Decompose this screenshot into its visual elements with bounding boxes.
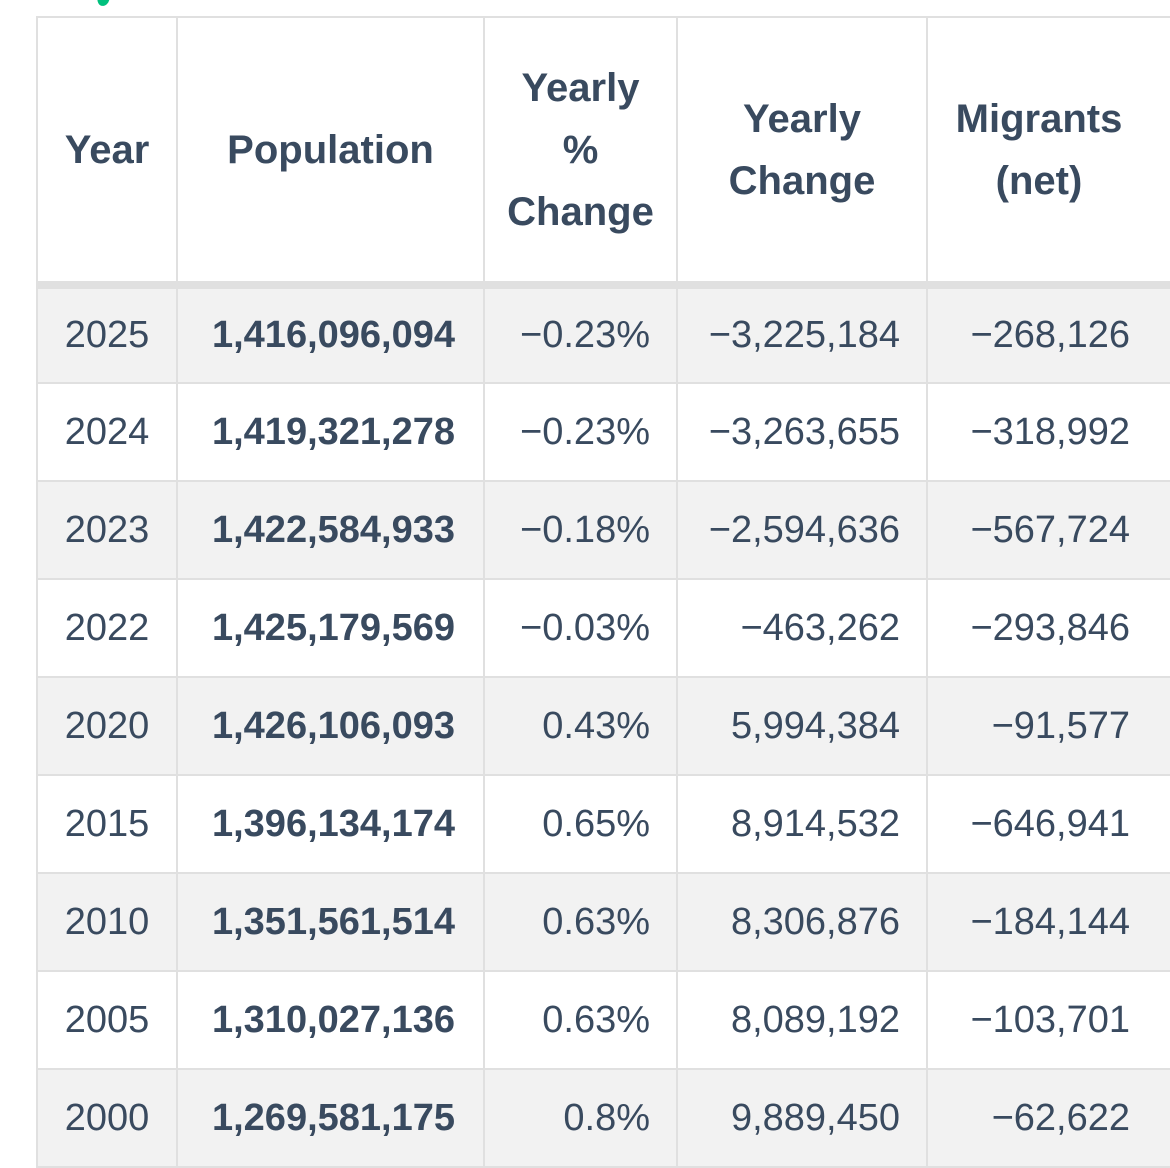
cell-year: 2022	[36, 578, 178, 678]
column-header-pct: Yearly % Change	[483, 16, 678, 289]
column-header-population: Population	[176, 16, 485, 289]
cell-migrants: −268,126	[926, 284, 1170, 384]
table-body: 2025 1,416,096,094 −0.23% −3,225,184 −268,12…	[36, 284, 1170, 1168]
cell-pct: 0.63%	[483, 872, 678, 972]
cell-pct: 0.8%	[483, 1068, 678, 1168]
table-row: 2020 1,426,106,093 0.43% 5,994,384 −91,577	[36, 676, 1170, 776]
cell-migrants: −91,577	[926, 676, 1170, 776]
cell-change: 8,089,192	[676, 970, 928, 1070]
cell-year: 2010	[36, 872, 178, 972]
cell-population: 1,426,106,093	[176, 676, 485, 776]
cell-migrants: −62,622	[926, 1068, 1170, 1168]
column-header-label: Year	[64, 127, 150, 172]
cell-population: 1,351,561,514	[176, 872, 485, 972]
column-header-label: Yearly Change	[728, 96, 876, 203]
cell-population: 1,416,096,094	[176, 284, 485, 384]
cell-migrants: −103,701	[926, 970, 1170, 1070]
cell-change: 5,994,384	[676, 676, 928, 776]
cell-population: 1,396,134,174	[176, 774, 485, 874]
cell-change: 8,306,876	[676, 872, 928, 972]
cell-year: 2000	[36, 1068, 178, 1168]
table-row: 2022 1,425,179,569 −0.03% −463,262 −293,846	[36, 578, 1170, 678]
table-header: Year Population Yearly % Change Yearly Chan…	[36, 16, 1170, 289]
cell-migrants: −318,992	[926, 382, 1170, 482]
cell-pct: −0.03%	[483, 578, 678, 678]
table-row: 2015 1,396,134,174 0.65% 8,914,532 −646,941	[36, 774, 1170, 874]
cell-year: 2023	[36, 480, 178, 580]
cell-year: 2005	[36, 970, 178, 1070]
cell-year: 2020	[36, 676, 178, 776]
column-header-change: Yearly Change	[676, 16, 928, 289]
cell-pct: 0.65%	[483, 774, 678, 874]
cell-migrants: −646,941	[926, 774, 1170, 874]
cell-change: 8,914,532	[676, 774, 928, 874]
cell-population: 1,269,581,175	[176, 1068, 485, 1168]
table-row: 2010 1,351,561,514 0.63% 8,306,876 −184,144	[36, 872, 1170, 972]
cell-population: 1,419,321,278	[176, 382, 485, 482]
column-header-year: Year	[36, 16, 178, 289]
cell-population: 1,425,179,569	[176, 578, 485, 678]
cell-migrants: −567,724	[926, 480, 1170, 580]
cell-pct: 0.43%	[483, 676, 678, 776]
cell-migrants: −184,144	[926, 872, 1170, 972]
column-header-label: Population	[227, 127, 434, 172]
cell-pct: −0.23%	[483, 382, 678, 482]
population-by-year-table: Year Population Yearly % Change Yearly Chan…	[36, 16, 1170, 1168]
column-header-migrants: Migrants (net)	[926, 16, 1170, 289]
cell-population: 1,422,584,933	[176, 480, 485, 580]
table-row: 2025 1,416,096,094 −0.23% −3,225,184 −268,12…	[36, 284, 1170, 384]
cell-migrants: −293,846	[926, 578, 1170, 678]
cell-pct: −0.23%	[483, 284, 678, 384]
cell-year: 2015	[36, 774, 178, 874]
cell-pct: 0.63%	[483, 970, 678, 1070]
cell-population: 1,310,027,136	[176, 970, 485, 1070]
cell-change: −3,225,184	[676, 284, 928, 384]
cell-change: 9,889,450	[676, 1068, 928, 1168]
table-row: 2023 1,422,584,933 −0.18% −2,594,636 −567,72…	[36, 480, 1170, 580]
table-header-row: Year Population Yearly % Change Yearly Chan…	[36, 16, 1170, 289]
cell-change: −2,594,636	[676, 480, 928, 580]
clipped-green-text-fragment	[96, 0, 110, 7]
column-header-label: Migrants (net)	[955, 96, 1123, 203]
cell-change: −3,263,655	[676, 382, 928, 482]
table-row: 2005 1,310,027,136 0.63% 8,089,192 −103,701	[36, 970, 1170, 1070]
table-row: 2024 1,419,321,278 −0.23% −3,263,655 −318,99…	[36, 382, 1170, 482]
cell-pct: −0.18%	[483, 480, 678, 580]
column-header-label: Yearly % Change	[507, 65, 654, 234]
cell-year: 2025	[36, 284, 178, 384]
cell-change: −463,262	[676, 578, 928, 678]
table-row: 2000 1,269,581,175 0.8% 9,889,450 −62,622	[36, 1068, 1170, 1168]
cell-year: 2024	[36, 382, 178, 482]
